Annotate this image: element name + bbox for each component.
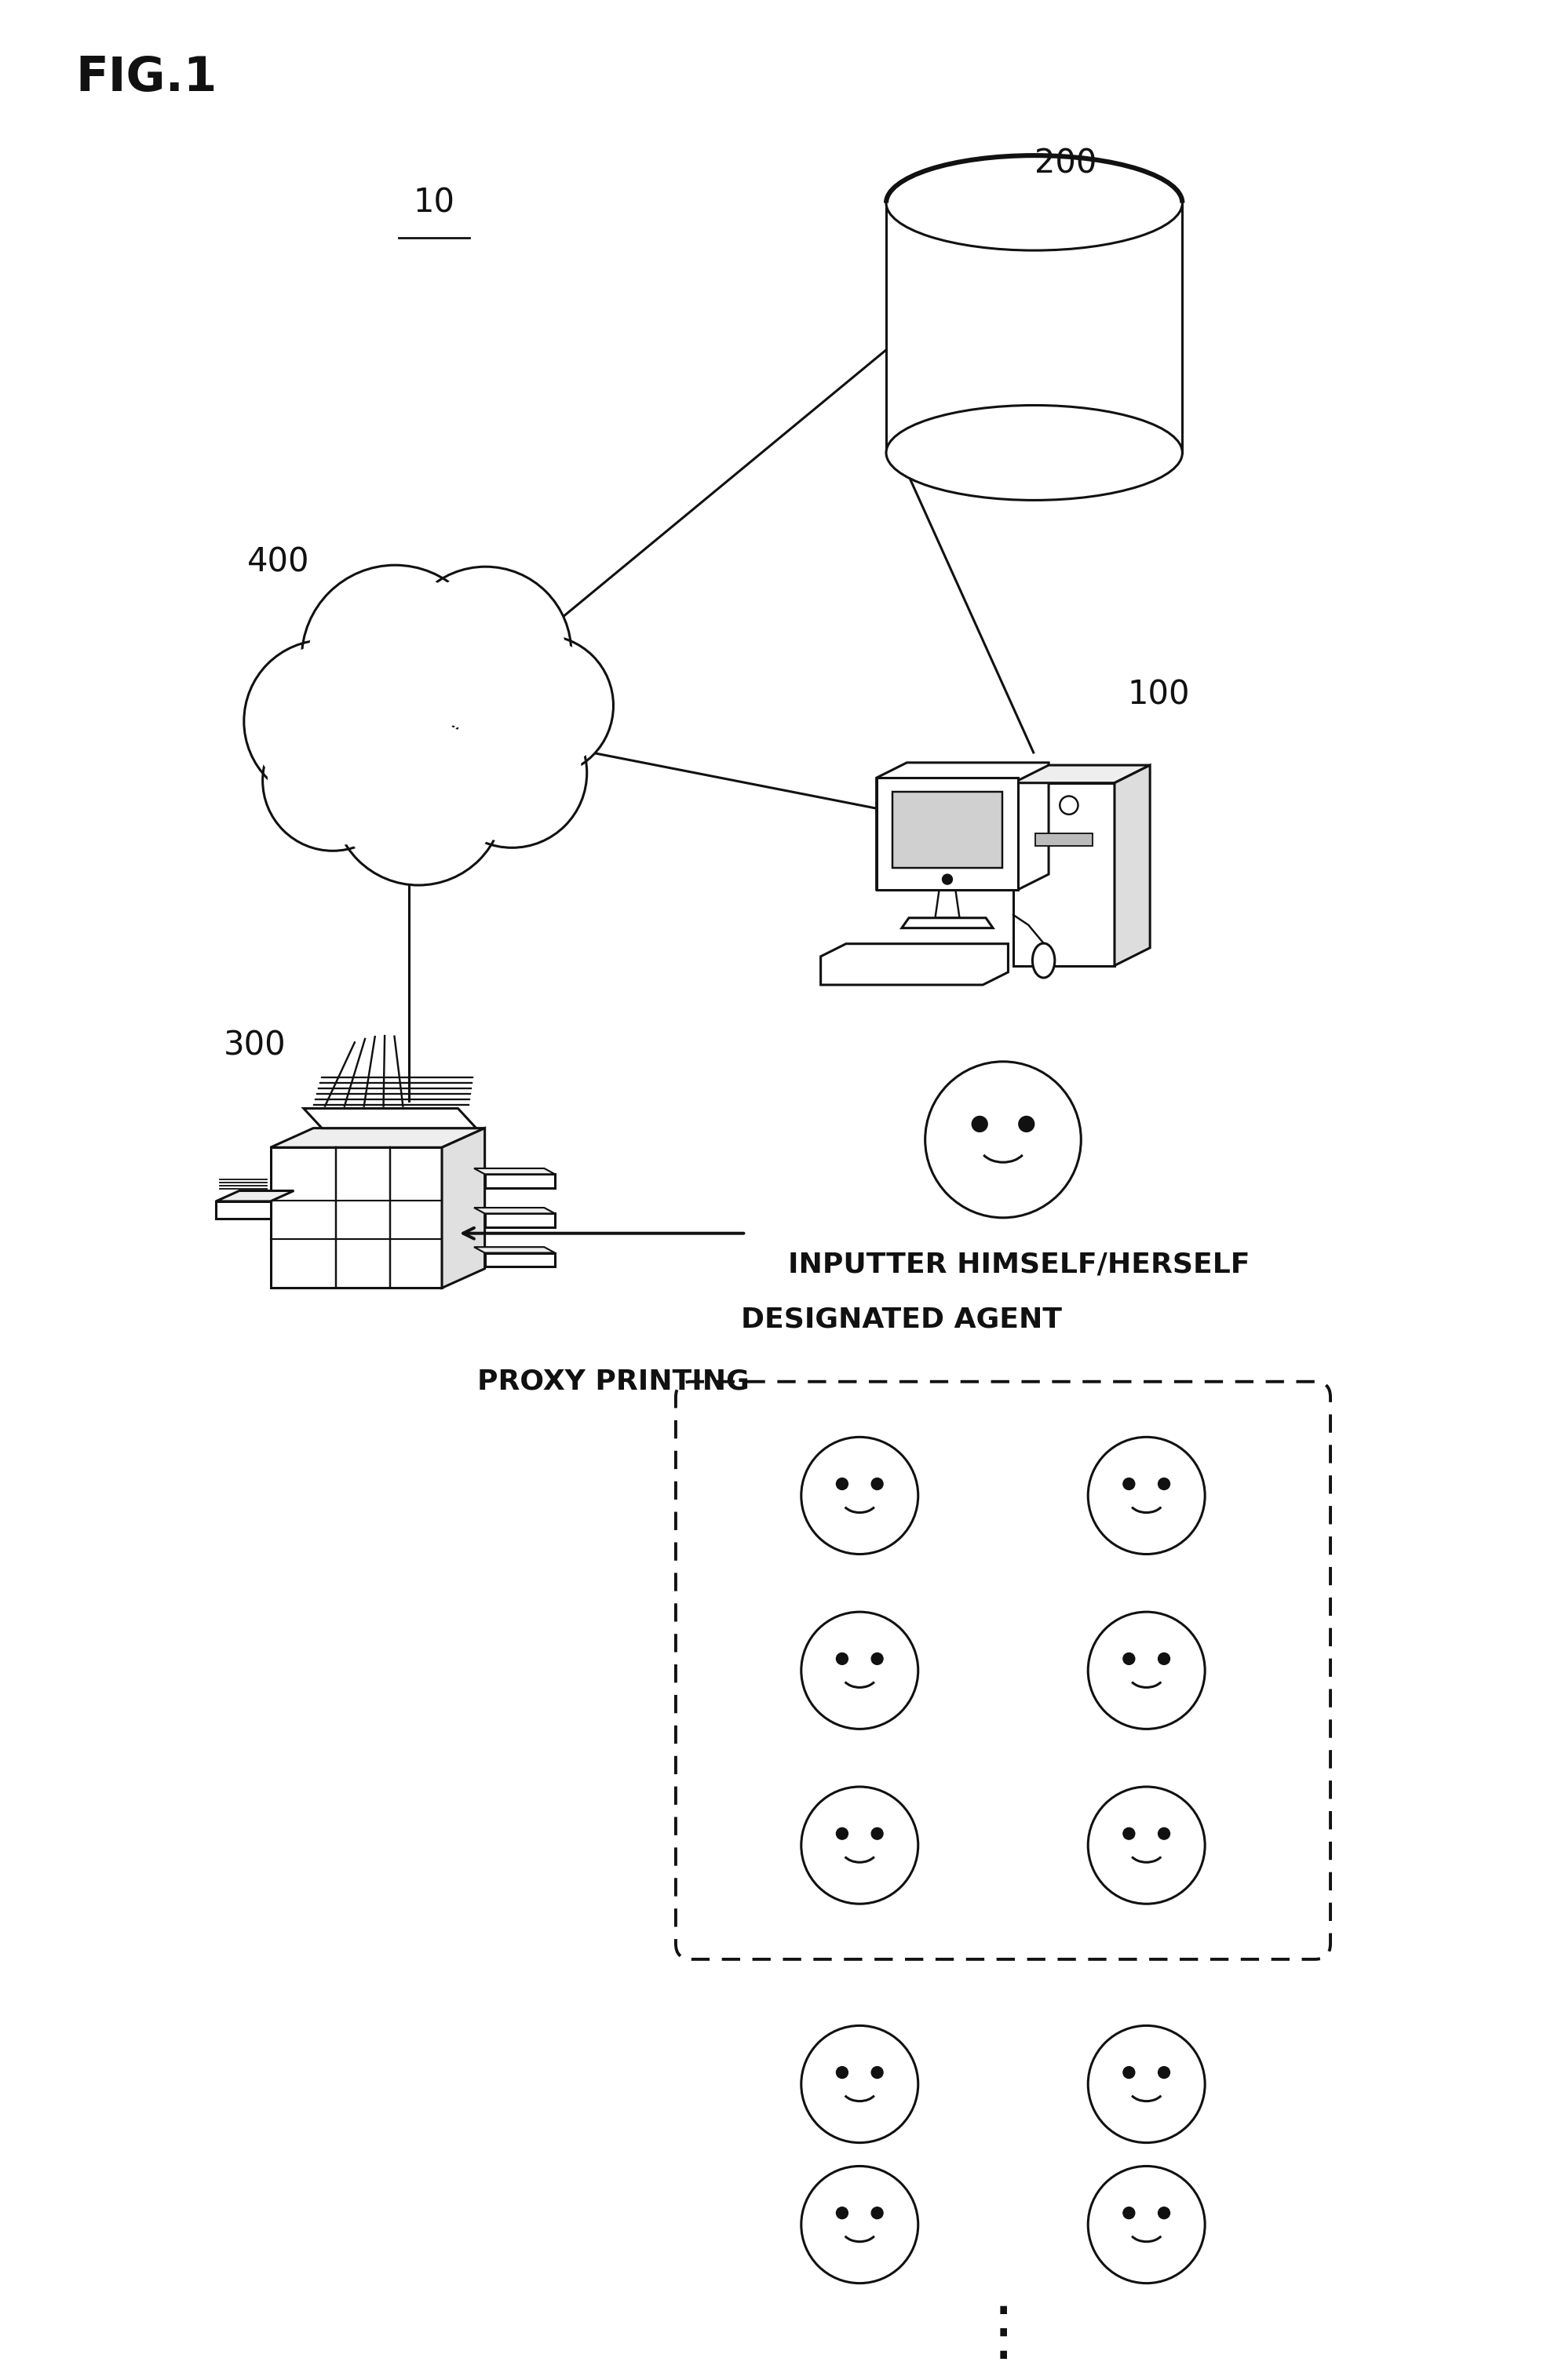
Circle shape [871,2066,883,2078]
Circle shape [837,1478,848,1490]
Polygon shape [877,762,1049,890]
Text: 200: 200 [1035,148,1097,181]
Circle shape [1087,1611,1204,1728]
Circle shape [333,714,505,885]
Circle shape [871,2206,883,2218]
Circle shape [1087,2166,1204,2282]
Circle shape [1123,2206,1134,2218]
Text: 400: 400 [248,545,310,578]
Circle shape [837,1828,848,1840]
Circle shape [1158,1478,1170,1490]
Circle shape [837,2066,848,2078]
Circle shape [400,566,572,738]
Ellipse shape [1033,942,1055,978]
Polygon shape [474,1169,555,1173]
Circle shape [308,571,481,745]
Circle shape [1123,1478,1134,1490]
Circle shape [801,1611,918,1728]
Circle shape [925,1061,1081,1219]
Polygon shape [474,1207,555,1214]
Text: ⋮: ⋮ [971,2301,1036,2366]
Polygon shape [304,1109,477,1128]
Polygon shape [485,1173,555,1188]
Polygon shape [902,919,992,928]
Circle shape [1123,1652,1134,1664]
Circle shape [871,1828,883,1840]
Circle shape [1158,1828,1170,1840]
Circle shape [338,719,499,878]
Polygon shape [1114,764,1150,966]
Polygon shape [474,1247,555,1252]
Circle shape [1158,1652,1170,1664]
Polygon shape [1036,833,1092,845]
Circle shape [474,635,614,776]
Circle shape [871,1652,883,1664]
Polygon shape [935,890,960,919]
Circle shape [943,873,952,885]
Circle shape [478,640,609,771]
Polygon shape [887,202,1183,452]
Circle shape [801,1787,918,1904]
Polygon shape [1013,783,1114,966]
Polygon shape [877,778,1019,890]
Circle shape [837,2206,848,2218]
Polygon shape [485,1214,555,1228]
Polygon shape [271,1128,485,1147]
Text: 300: 300 [224,1031,287,1061]
Ellipse shape [887,405,1183,500]
Text: DESIGNATED AGENT: DESIGNATED AGENT [742,1307,1063,1333]
Circle shape [1087,1787,1204,1904]
Polygon shape [217,1202,271,1219]
Circle shape [801,1438,918,1554]
Circle shape [837,1652,848,1664]
Circle shape [801,2025,918,2142]
Circle shape [1087,2025,1204,2142]
Text: PROXY PRINTING: PROXY PRINTING [477,1368,749,1395]
Circle shape [972,1116,988,1133]
Polygon shape [217,1190,294,1202]
Polygon shape [442,1128,485,1288]
Circle shape [1158,2206,1170,2218]
Circle shape [268,716,397,845]
Circle shape [245,640,407,802]
Text: FIG.1: FIG.1 [76,55,217,100]
Ellipse shape [887,155,1183,250]
Circle shape [1087,1438,1204,1554]
Polygon shape [271,1147,442,1288]
Polygon shape [1013,764,1150,783]
Polygon shape [893,793,1003,869]
Circle shape [405,574,566,733]
Circle shape [249,645,400,797]
Circle shape [302,564,489,752]
Circle shape [1019,1116,1035,1133]
Polygon shape [485,1252,555,1266]
Circle shape [871,1478,883,1490]
Circle shape [442,702,581,843]
Circle shape [438,697,587,847]
Circle shape [263,709,404,850]
Circle shape [1123,1828,1134,1840]
Circle shape [1123,2066,1134,2078]
Text: 100: 100 [1128,678,1190,712]
Circle shape [1158,2066,1170,2078]
Text: INPUTTER HIMSELF/HERSELF: INPUTTER HIMSELF/HERSELF [788,1252,1250,1278]
Text: 10: 10 [413,186,455,219]
Polygon shape [821,945,1008,985]
Circle shape [801,2166,918,2282]
